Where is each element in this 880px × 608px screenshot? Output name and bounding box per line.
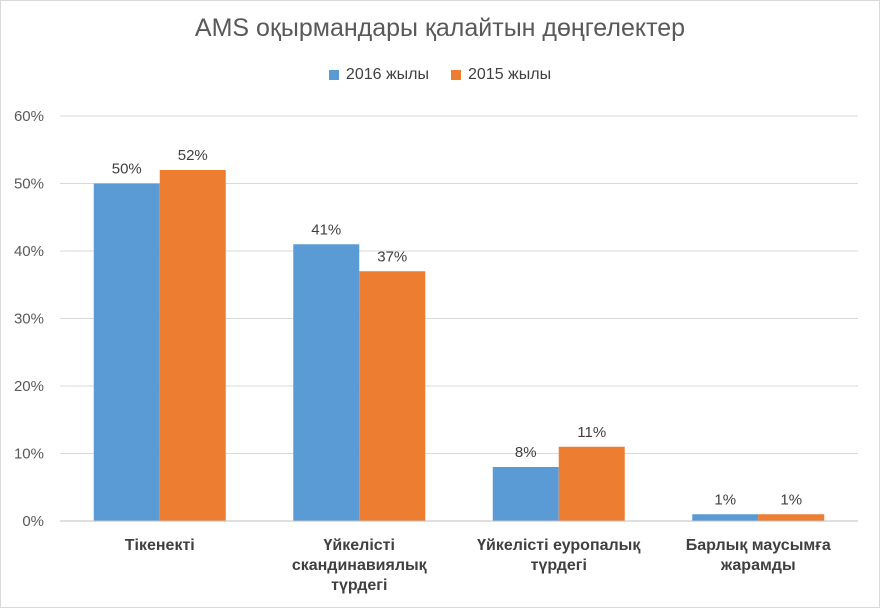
- category-label-line: Үйкелісті еуропалық: [477, 537, 641, 554]
- data-label: 37%: [377, 248, 407, 265]
- data-label: 52%: [178, 147, 208, 164]
- y-tick-label: 10%: [14, 446, 44, 463]
- category-label-line: Үйкелісті: [324, 537, 395, 554]
- data-label: 50%: [112, 161, 142, 178]
- y-tick-label: 30%: [14, 311, 44, 328]
- category-label-line: скандинавиялық: [292, 557, 428, 574]
- bar: [692, 514, 759, 521]
- legend-label-2016: 2016 жылы: [345, 66, 429, 83]
- data-label: 1%: [714, 491, 736, 508]
- legend: 2016 жылы 2015 жылы: [0, 66, 880, 84]
- y-tick-label: 20%: [14, 378, 44, 395]
- bar: [293, 244, 360, 521]
- bar: [359, 271, 426, 521]
- y-tick-label: 0%: [22, 513, 44, 530]
- bar: [558, 446, 625, 521]
- category-label: Тікенекті: [125, 537, 195, 554]
- bar: [758, 514, 825, 521]
- bar: [492, 467, 559, 521]
- legend-swatch-2016: [328, 70, 339, 80]
- bar: [159, 170, 226, 521]
- chart-title: AMS оқырмандары қалайтын дөңгелектер: [194, 14, 686, 42]
- category-label-line: Тікенекті: [125, 537, 195, 554]
- category-label: Үйкелісті скандинавиялық түрдегі: [292, 537, 428, 594]
- legend-item-2016: 2016 жылы: [328, 66, 429, 84]
- category-label-line: жарамды: [720, 557, 796, 574]
- data-label: 1%: [780, 491, 802, 508]
- data-label: 41%: [311, 221, 341, 238]
- bar: [93, 183, 160, 521]
- category-label-line: түрдегі: [331, 577, 387, 594]
- category-label: Барлық маусымға жарамды: [686, 537, 831, 574]
- y-tick-label: 60%: [14, 108, 44, 125]
- data-label: 11%: [577, 424, 606, 441]
- category-label-line: түрдегі: [531, 557, 587, 574]
- y-tick-label: 50%: [14, 176, 44, 193]
- data-label: 8%: [515, 444, 537, 461]
- category-label-line: Барлық маусымға: [686, 537, 831, 554]
- y-tick-label: 40%: [14, 243, 44, 260]
- category-label: Үйкелісті еуропалық түрдегі: [477, 537, 641, 574]
- legend-item-2015: 2015 жылы: [451, 66, 551, 84]
- legend-swatch-2015: [451, 70, 461, 80]
- legend-label-2015: 2015 жылы: [468, 66, 552, 83]
